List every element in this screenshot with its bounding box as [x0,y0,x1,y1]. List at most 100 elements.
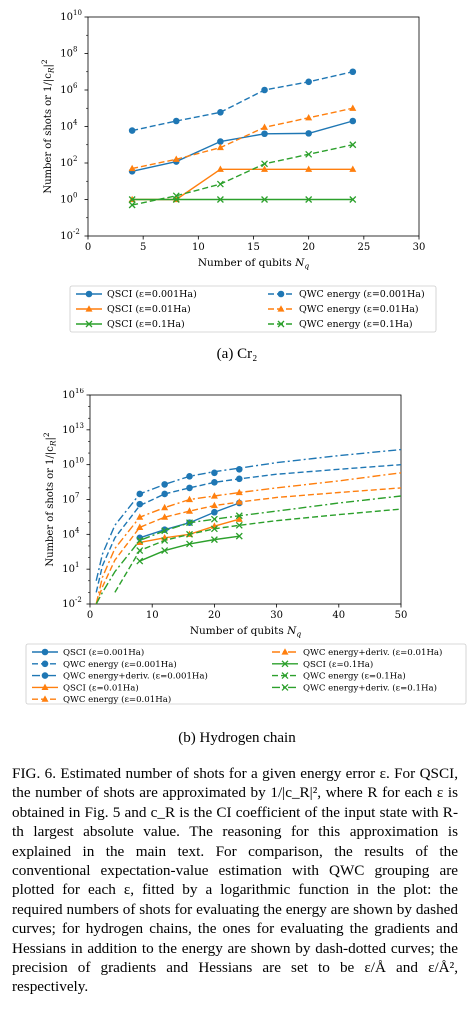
series [128,104,357,172]
legend-label: QSCI (ε=0.01Ha) [63,682,139,693]
legend-item: QSCI (ε=0.1Ha) [76,319,185,330]
plot-area [95,448,401,604]
x-tick-label: 20 [302,242,315,253]
x-tick-label: 20 [208,610,221,621]
legend-item: QSCI (ε=0.1Ha) [272,659,373,670]
data-point [186,519,193,527]
y-tick-label: 10 [62,425,75,436]
x-tick-label: 40 [332,610,345,621]
fit-curve [95,463,401,593]
data-point [161,527,169,535]
legend-item: QWC energy+deriv. (ε=0.1Ha) [272,682,437,693]
series [136,532,243,565]
data-point [172,117,180,125]
series [95,448,401,581]
series [95,487,401,604]
y-tick-exponent: 4 [73,119,78,127]
data-point [128,196,136,203]
data-point [216,196,224,203]
data-point [136,557,144,565]
data-point [305,113,313,121]
legend-label: QWC energy (ε=0.01Ha) [63,694,171,705]
data-point [261,165,269,172]
y-axis-label-subscript: R [47,67,56,74]
data-point [281,660,289,668]
data-point [216,180,224,188]
data-point [235,532,243,540]
legend-item: QSCI (ε=0.001Ha) [76,289,197,300]
legend-label: QWC energy+deriv. (ε=0.001Ha) [63,671,208,682]
figure-caption: FIG. 6. Estimated number of shots for a … [12,765,458,996]
legend-item: QSCI (ε=0.01Ha) [32,682,139,693]
legend-label: QWC energy+deriv. (ε=0.01Ha) [303,647,442,658]
legend-item: QWC energy (ε=0.1Ha) [268,319,413,330]
legend-label: QWC energy (ε=0.01Ha) [299,304,419,315]
y-tick-label: 10 [62,529,75,540]
data-point [349,165,357,172]
y-tick-exponent: 10 [73,9,82,17]
data-point [128,201,136,209]
data-point [172,192,180,200]
data-point [161,513,169,520]
data-point [305,78,312,86]
data-point [305,130,312,137]
data-point [281,648,289,655]
series-line [131,144,353,206]
legend-item: QSCI (ε=0.01Ha) [76,304,191,315]
data-point [41,695,49,702]
x-axis-label: Number of qubits Nq [190,625,301,639]
data-point [136,547,144,555]
data-point [349,68,357,76]
data-point [277,305,285,312]
plot-area [128,68,357,209]
y-tick-label: 10 [62,564,75,575]
y-tick-exponent: 8 [73,46,77,54]
data-point [186,540,193,548]
legend-label: QSCI (ε=0.001Ha) [107,289,197,300]
series [128,68,357,134]
legend-label: QWC energy (ε=0.1Ha) [303,671,406,682]
data-point [128,127,136,134]
series [95,495,401,604]
data-point [136,536,144,544]
y-tick-label: 10 [60,49,73,60]
data-point [261,123,269,130]
series-line [131,107,353,170]
x-tick-label: 0 [85,242,91,253]
data-point [211,508,218,516]
data-point [261,86,268,94]
data-point [136,523,144,530]
subcaption-b: (b) Hydrogen chain [178,730,296,746]
data-point [281,672,289,680]
y-tick-label: 10 [62,390,75,401]
data-point [210,492,218,499]
y-tick-label: 10 [62,599,75,610]
y-tick-label: 10 [62,460,75,471]
data-point [217,108,224,116]
y-tick-exponent: 10 [75,457,84,465]
legend-box [25,643,467,705]
data-point [210,515,218,523]
y-tick-exponent: 1 [75,561,79,569]
y-axis-label-rest: | [45,437,56,440]
x-tick-label: 5 [140,242,146,253]
legend-label: QSCI (ε=0.001Ha) [63,647,144,658]
legend-item: QWC energy+deriv. (ε=0.01Ha) [272,647,442,658]
y-tick-exponent: 16 [75,388,84,395]
data-point [211,469,218,477]
data-point [41,672,49,679]
data-point [235,521,243,529]
plot-frame [89,394,402,605]
data-point [161,547,169,555]
data-point [235,488,243,496]
y-tick-label: 10 [60,122,73,133]
data-point [136,513,144,520]
data-point [128,164,136,172]
data-point [41,683,49,690]
data-point [261,130,268,138]
data-point [349,196,357,203]
x-tick-label: 25 [357,242,370,253]
y-axis-label-subscript: R [49,440,58,447]
x-axis-label-symbol: N [286,625,297,637]
